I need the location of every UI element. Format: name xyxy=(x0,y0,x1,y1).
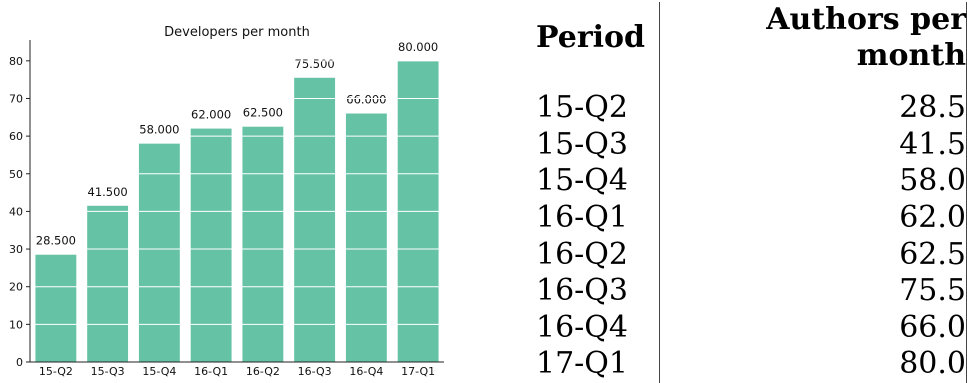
bar-value-label: 80.000 xyxy=(398,40,438,54)
period-cell: 15-Q4 xyxy=(536,163,661,200)
authors-cell: 66.0 xyxy=(659,309,967,347)
bar-16-Q4 xyxy=(345,113,387,362)
header-period: Period xyxy=(536,2,661,74)
spacer-cell xyxy=(659,74,967,90)
y-tick-label: 30 xyxy=(9,243,23,256)
bar-16-Q1 xyxy=(190,128,232,362)
x-tick-label: 15-Q2 xyxy=(39,365,73,378)
authors-table: Period Authors per month 15-Q2 28.5 15-Q3 4… xyxy=(536,2,967,383)
x-tick-label: 16-Q1 xyxy=(194,365,228,378)
table-row: 17-Q1 80.0 xyxy=(536,346,967,383)
table-row: 16-Q1 62.0 xyxy=(536,199,967,237)
x-tick-label: 15-Q3 xyxy=(91,365,125,378)
authors-cell: 80.0 xyxy=(659,346,967,383)
period-cell: 17-Q1 xyxy=(536,346,661,383)
period-cell: 16-Q3 xyxy=(536,272,661,310)
chart-title: Developers per month xyxy=(164,25,310,40)
x-tick-label: 16-Q4 xyxy=(349,365,383,378)
y-tick-label: 40 xyxy=(9,205,23,218)
table-row: 16-Q2 62.5 xyxy=(536,236,967,273)
authors-cell: 62.5 xyxy=(659,236,967,273)
bar-value-label: 41.500 xyxy=(88,185,128,199)
bar-15-Q2 xyxy=(35,254,77,362)
x-tick-label: 15-Q4 xyxy=(142,365,176,378)
authors-cell: 75.5 xyxy=(659,272,967,310)
bar-value-label: 66.000 xyxy=(346,93,386,107)
bar-value-label: 75.500 xyxy=(295,57,335,71)
x-tick-label: 16-Q3 xyxy=(298,365,332,378)
y-tick-label: 60 xyxy=(9,130,23,143)
table-spacer-row xyxy=(536,74,967,90)
authors-cell: 41.5 xyxy=(659,126,967,164)
period-cell: 16-Q2 xyxy=(536,236,661,273)
y-tick-label: 10 xyxy=(9,318,23,331)
spacer-cell xyxy=(536,74,661,90)
bar-value-label: 58.000 xyxy=(139,123,179,137)
period-cell: 15-Q3 xyxy=(536,126,661,164)
bar-15-Q3 xyxy=(87,205,129,362)
bar-value-label: 62.500 xyxy=(243,106,283,120)
authors-cell: 62.0 xyxy=(659,199,967,237)
x-tick-label: 17-Q1 xyxy=(401,365,435,378)
period-cell: 15-Q2 xyxy=(536,90,661,127)
bar-value-label: 62.000 xyxy=(191,108,231,122)
table-row: 15-Q2 28.5 xyxy=(536,90,967,127)
table-row: 15-Q3 41.5 xyxy=(536,126,967,164)
header-authors-per-month: Authors per month xyxy=(659,2,967,74)
bar-16-Q2 xyxy=(242,126,284,363)
bar-16-Q3 xyxy=(294,77,336,362)
authors-cell: 28.5 xyxy=(659,90,967,127)
bar-value-label: 28.500 xyxy=(36,234,76,248)
y-tick-label: 20 xyxy=(9,281,23,294)
table-header-row: Period Authors per month xyxy=(536,2,967,74)
table-row: 16-Q4 66.0 xyxy=(536,309,967,347)
table-row: 16-Q3 75.5 xyxy=(536,272,967,310)
period-cell: 16-Q4 xyxy=(536,309,661,347)
y-tick-label: 70 xyxy=(9,92,23,105)
y-tick-label: 50 xyxy=(9,168,23,181)
y-tick-label: 80 xyxy=(9,55,23,68)
authors-cell: 58.0 xyxy=(659,163,967,200)
y-tick-label: 0 xyxy=(16,356,23,369)
developers-bar-chart: Developers per month 28.500 41.500 58.000 6… xyxy=(9,25,444,378)
period-cell: 16-Q1 xyxy=(536,199,661,237)
bar-15-Q4 xyxy=(138,143,180,362)
table-row: 15-Q4 58.0 xyxy=(536,163,967,200)
x-tick-label: 16-Q2 xyxy=(246,365,280,378)
